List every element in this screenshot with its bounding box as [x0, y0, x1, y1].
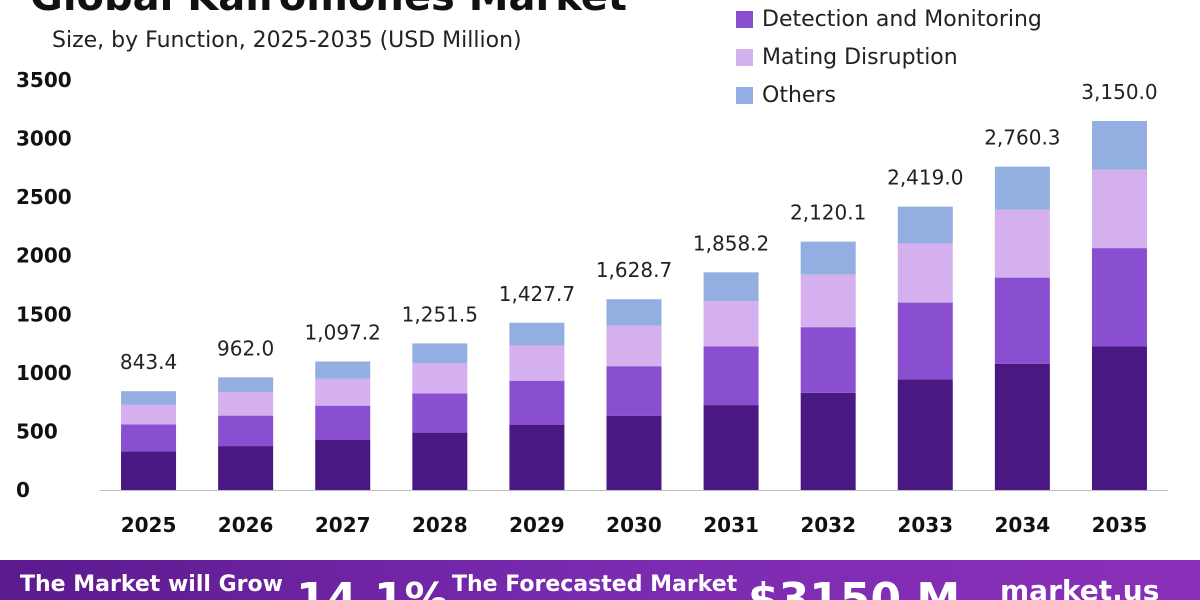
y-tick-label: 1000 — [16, 361, 72, 385]
y-tick-label: 2500 — [16, 185, 72, 209]
bar-segment-2034-s0 — [994, 363, 1050, 490]
bar-segment-2028-s3 — [412, 343, 468, 364]
banner-forecast-value: $3150 M — [748, 574, 961, 600]
bar-segment-2035-s0 — [1091, 346, 1147, 490]
bar-segment-2030-s3 — [606, 299, 662, 326]
legend-label: Others — [762, 82, 836, 108]
bar-segment-2025-s2 — [121, 404, 177, 425]
x-tick-label: 2026 — [218, 513, 274, 537]
legend-swatch — [736, 48, 753, 66]
x-tick-label: 2027 — [315, 513, 371, 537]
x-tick-label: 2031 — [703, 513, 759, 537]
bar-segment-2026-s2 — [218, 392, 274, 416]
x-tick-label: 2034 — [995, 513, 1051, 537]
y-tick-label: 1500 — [16, 302, 72, 326]
x-tick-label: 2032 — [800, 513, 856, 537]
footer-banner: The Market will Grow 14.1% The Forecaste… — [0, 560, 1200, 600]
bar-segment-2032-s3 — [800, 241, 856, 275]
bar-segment-2025-s0 — [121, 451, 177, 490]
legend-label: Detection and Monitoring — [762, 6, 1042, 32]
bar-total-label: 1,628.7 — [596, 258, 672, 282]
bar-total-label: 1,097.2 — [305, 320, 381, 344]
bar-total-label: 1,427.7 — [499, 282, 575, 306]
bar-total-label: 843.4 — [120, 350, 177, 374]
x-tick-label: 2029 — [509, 513, 565, 537]
bar-segment-2028-s2 — [412, 363, 468, 394]
bar-segment-2029-s3 — [509, 322, 565, 346]
banner-cagr-value: 14.1% — [296, 574, 449, 600]
banner-brand: market.us — [1000, 574, 1160, 600]
legend: Detection and Monitoring Mating Disrupti… — [736, 0, 1042, 114]
y-tick-label: 0 — [16, 478, 30, 502]
bar-segment-2029-s1 — [509, 380, 565, 425]
bar-segment-2028-s0 — [412, 432, 468, 490]
bar-segment-2032-s1 — [800, 327, 856, 393]
bar-segment-2030-s1 — [606, 366, 662, 416]
bar-segment-2031-s1 — [703, 346, 759, 406]
banner-forecast-label: The Forecasted Market — [452, 572, 738, 597]
bar-segment-2026-s3 — [218, 377, 274, 393]
x-tick-label: 2033 — [897, 513, 953, 537]
bar-segment-2033-s1 — [897, 302, 953, 380]
chart-title: Global Kairomones Market — [30, 0, 627, 20]
bar-segment-2034-s1 — [994, 277, 1050, 364]
bar-segment-2030-s2 — [606, 325, 662, 367]
legend-item-detection: Detection and Monitoring — [736, 0, 1042, 38]
bar-segment-2034-s2 — [994, 209, 1050, 278]
bar-segment-2025-s1 — [121, 424, 177, 452]
y-tick-label: 2000 — [16, 244, 72, 268]
legend-item-mating: Mating Disruption — [736, 38, 1042, 76]
bar-total-label: 1,858.2 — [693, 231, 769, 255]
x-tick-label: 2025 — [121, 513, 177, 537]
y-tick-label: 3500 — [16, 68, 72, 92]
bar-segment-2033-s3 — [897, 206, 953, 244]
banner-grow-label: The Market will Grow — [20, 572, 283, 597]
y-tick-label: 3000 — [16, 127, 72, 151]
bar-segment-2027-s0 — [315, 439, 371, 490]
y-tick-label: 500 — [16, 419, 58, 443]
bar-segment-2035-s3 — [1091, 121, 1147, 170]
bar-total-label: 1,251.5 — [402, 302, 478, 326]
bar-total-label: 962.0 — [217, 336, 274, 360]
bar-segment-2031-s3 — [703, 272, 759, 302]
bar-segment-2026-s0 — [218, 446, 274, 490]
bar-segment-2032-s0 — [800, 392, 856, 490]
bar-segment-2028-s1 — [412, 393, 468, 433]
bar-segment-2027-s3 — [315, 361, 371, 379]
bar-segment-2031-s0 — [703, 405, 759, 490]
bar-segment-2027-s1 — [315, 405, 371, 440]
bar-segment-2033-s2 — [897, 243, 953, 303]
x-tick-label: 2028 — [412, 513, 468, 537]
bar-segment-2035-s2 — [1091, 169, 1147, 249]
bar-total-label: 2,760.3 — [984, 126, 1060, 150]
bar-total-label: 2,419.0 — [887, 166, 963, 190]
legend-item-others: Others — [736, 76, 1042, 114]
bar-segment-2034-s3 — [994, 166, 1050, 210]
legend-swatch — [736, 86, 753, 104]
bar-segment-2029-s0 — [509, 424, 565, 490]
legend-label: Mating Disruption — [762, 44, 958, 70]
x-tick-label: 2030 — [606, 513, 662, 537]
bar-segment-2029-s2 — [509, 345, 565, 381]
bar-segment-2030-s0 — [606, 415, 662, 490]
bar-segment-2025-s3 — [121, 391, 177, 405]
bar-segment-2026-s1 — [218, 415, 274, 447]
bar-segment-2027-s2 — [315, 378, 371, 406]
x-tick-label: 2035 — [1092, 513, 1148, 537]
bar-segment-2033-s0 — [897, 379, 953, 490]
legend-swatch — [736, 10, 753, 28]
chart-subtitle: Size, by Function, 2025-2035 (USD Millio… — [52, 28, 522, 53]
bar-total-label: 3,150.0 — [1081, 80, 1157, 104]
chart-area: Global Kairomones Market Size, by Functi… — [16, 0, 1168, 537]
bar-chart-svg: 0 500 1000 1500 2000 2500 3000 3500 843.4 2025 962… — [16, 68, 1168, 537]
bar-total-label: 2,120.1 — [790, 201, 866, 225]
bar-segment-2032-s2 — [800, 274, 856, 328]
bar-segment-2035-s1 — [1091, 248, 1147, 347]
bar-segment-2031-s2 — [703, 301, 759, 347]
